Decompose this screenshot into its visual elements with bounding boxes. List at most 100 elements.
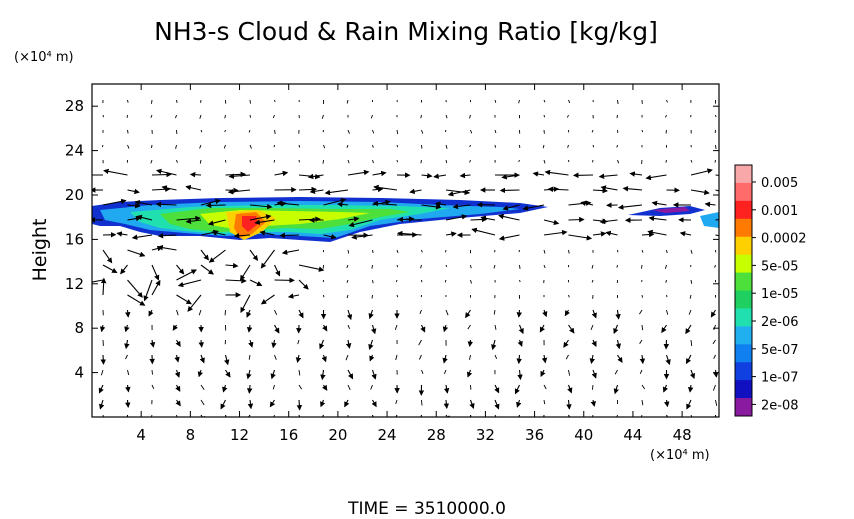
wind-vector — [125, 384, 131, 393]
wind-vector — [567, 144, 569, 148]
wind-vector — [100, 277, 107, 296]
wind-vector — [444, 129, 447, 133]
wind-vector — [100, 354, 106, 365]
cloud-fragment — [652, 207, 690, 213]
wind-vector — [347, 249, 350, 254]
wind-vector — [198, 339, 204, 348]
wind-vector — [470, 129, 473, 134]
wind-vector — [175, 339, 181, 347]
wind-vector — [715, 189, 719, 192]
colorbar-swatch — [735, 344, 752, 363]
wind-vector — [233, 233, 251, 239]
wind-vector — [157, 244, 177, 251]
wind-vector — [616, 264, 618, 268]
wind-vector — [185, 218, 202, 224]
wind-vector — [136, 214, 153, 221]
wind-vector — [591, 264, 594, 269]
wind-vector — [322, 324, 328, 332]
wind-vector — [689, 369, 696, 380]
wind-vector — [271, 339, 277, 349]
wind-vector — [249, 279, 263, 287]
wind-vector — [470, 279, 472, 284]
wind-vector — [131, 234, 153, 240]
wind-vector — [134, 199, 153, 206]
wind-vector — [371, 294, 373, 299]
wind-vector — [369, 354, 375, 362]
wind-vector — [346, 264, 349, 269]
wind-vector — [276, 200, 300, 207]
wind-vector — [651, 200, 667, 207]
wind-vector — [124, 339, 130, 350]
wind-vector — [614, 369, 618, 375]
wind-vector — [502, 204, 520, 211]
wind-vector — [249, 99, 251, 104]
wind-vector — [617, 159, 620, 164]
wind-vector — [127, 129, 129, 134]
colorbar-swatch — [735, 380, 752, 399]
wind-vector — [199, 354, 205, 364]
wind-vector — [543, 384, 547, 390]
wind-vector — [394, 324, 398, 330]
wind-vector — [418, 354, 422, 360]
wind-vector — [641, 294, 643, 298]
wind-vector — [421, 369, 424, 374]
wind-vector — [127, 249, 146, 257]
wind-vector — [715, 144, 717, 149]
wind-vector — [616, 144, 618, 148]
wind-vector — [347, 129, 350, 134]
wind-vector — [713, 324, 716, 331]
wind-vector — [514, 384, 520, 395]
wind-vector — [274, 264, 281, 277]
wind-vector — [368, 309, 374, 320]
wind-vector — [591, 309, 597, 319]
wind-vector — [200, 399, 205, 406]
wind-vector — [372, 170, 387, 177]
wind-vector — [598, 173, 618, 180]
wind-vector — [629, 171, 643, 177]
wind-vector — [248, 354, 251, 360]
wind-vector — [445, 309, 449, 316]
wind-vector — [541, 354, 548, 364]
wind-vector — [419, 309, 422, 314]
wind-vector — [143, 279, 153, 302]
x-tick-label: 48 — [673, 426, 692, 444]
wind-vector — [127, 188, 140, 195]
wind-vector — [420, 159, 422, 164]
x-tick-label: 8 — [186, 426, 196, 444]
wind-vector — [346, 144, 349, 148]
x-tick-label: 4 — [136, 426, 146, 444]
wind-vector — [248, 339, 254, 348]
wind-vector — [321, 414, 324, 417]
wind-vector — [102, 264, 118, 273]
wind-vector — [151, 279, 161, 296]
wind-vector — [641, 249, 644, 253]
wind-vector — [445, 214, 468, 221]
wind-vector — [666, 309, 669, 315]
wind-vector — [690, 189, 710, 196]
wind-vector — [493, 309, 496, 315]
wind-vector — [433, 173, 447, 179]
wind-vector — [176, 99, 178, 103]
wind-vector — [102, 114, 104, 118]
wind-vector — [517, 369, 523, 381]
wind-vector — [371, 369, 377, 380]
wind-vector — [224, 114, 226, 119]
wind-vector — [371, 414, 374, 417]
wind-vector — [666, 249, 668, 254]
wind-vector — [641, 231, 655, 238]
wind-vector — [641, 129, 644, 133]
wind-vector — [395, 354, 398, 361]
wind-vector — [396, 144, 399, 148]
wind-vector — [421, 129, 424, 134]
wind-vector — [498, 213, 520, 221]
x-tick-label: 36 — [525, 426, 544, 444]
wind-vector — [274, 354, 277, 360]
wind-vector — [345, 354, 349, 361]
chart-title: NH3-s Cloud & Rain Mixing Ratio [kg/kg] — [154, 17, 658, 46]
wind-vector — [665, 279, 667, 283]
wind-vector — [92, 279, 104, 283]
wind-vector — [592, 144, 595, 148]
plot-frame — [91, 83, 720, 418]
wind-vector — [617, 354, 623, 363]
wind-vector — [543, 414, 545, 417]
